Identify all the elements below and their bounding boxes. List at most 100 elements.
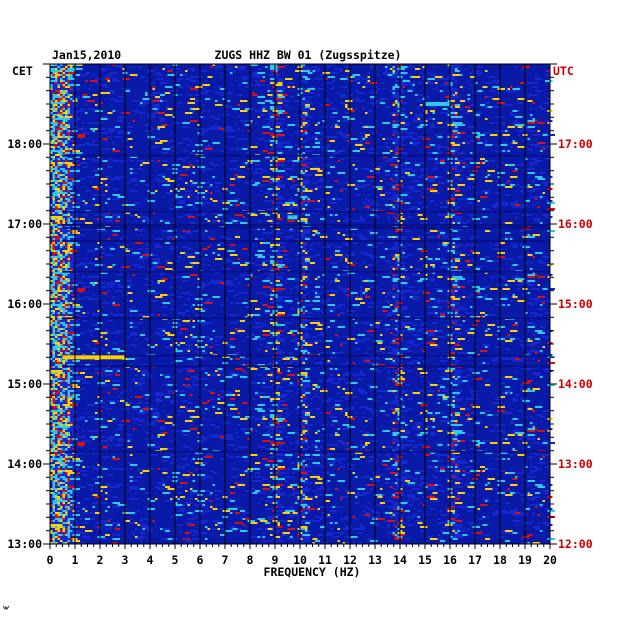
heatmap-cell	[435, 82, 438, 84]
heatmap-cell	[265, 192, 270, 194]
heatmap-cell	[487, 260, 495, 262]
heatmap-cell	[67, 74, 70, 76]
heatmap-cell	[210, 162, 213, 164]
heatmap-cell	[277, 132, 280, 134]
heatmap-cell	[100, 248, 103, 250]
heatmap-cell	[130, 310, 138, 312]
heatmap-cell	[160, 274, 165, 276]
heatmap-cell	[317, 180, 325, 182]
heatmap-cell	[422, 110, 425, 112]
heatmap-cell	[427, 306, 435, 308]
heatmap-cell	[60, 150, 63, 152]
heatmap-cell	[512, 124, 515, 126]
heatmap-cell	[130, 214, 135, 216]
heatmap-cell	[385, 106, 390, 108]
heatmap-cell	[130, 322, 133, 324]
heatmap-cell	[320, 104, 323, 106]
heatmap-cell	[345, 104, 348, 106]
heatmap-cell	[415, 316, 420, 318]
heatmap-cell	[177, 256, 183, 258]
heatmap-cell	[62, 158, 65, 160]
heatmap-cell	[135, 76, 138, 78]
heatmap-cell	[62, 124, 65, 126]
heatmap-cell	[50, 116, 53, 118]
heatmap-cell	[400, 130, 408, 132]
heatmap-cell	[412, 292, 418, 294]
heatmap-cell	[430, 264, 435, 266]
heatmap-cell	[52, 136, 55, 138]
heatmap-cell	[430, 74, 438, 76]
heatmap-cell	[465, 266, 470, 268]
heatmap-cell	[275, 218, 278, 220]
heatmap-cell	[145, 80, 148, 82]
heatmap-cell	[487, 324, 495, 326]
heatmap-cell	[275, 194, 278, 196]
heatmap-cell	[72, 294, 75, 296]
heatmap-cell	[305, 68, 313, 70]
heatmap-cell	[225, 68, 233, 70]
heatmap-cell	[457, 184, 465, 186]
heatmap-cell	[400, 284, 408, 286]
heatmap-cell	[427, 118, 433, 120]
heatmap-cell	[245, 218, 248, 220]
heatmap-cell	[200, 336, 208, 338]
heatmap-cell	[370, 92, 378, 94]
heatmap-cell	[57, 154, 60, 156]
heatmap-cell	[107, 284, 115, 286]
heatmap-cell	[450, 228, 453, 230]
heatmap-cell	[450, 144, 453, 146]
heatmap-cell	[70, 198, 73, 200]
heatmap-cell	[370, 132, 378, 134]
heatmap-cell	[452, 132, 458, 134]
heatmap-cell	[220, 94, 225, 96]
heatmap-cell	[395, 274, 398, 276]
heatmap-cell	[222, 186, 225, 188]
heatmap-cell	[285, 78, 293, 80]
heatmap-cell	[392, 204, 400, 206]
heatmap-cell	[112, 296, 115, 298]
heatmap-cell	[487, 106, 495, 108]
heatmap-cell	[267, 90, 270, 92]
heatmap-cell	[80, 162, 88, 164]
heatmap-cell	[85, 104, 88, 106]
heatmap-cell	[190, 80, 198, 82]
heatmap-cell	[302, 280, 308, 282]
heatmap-cell	[170, 286, 173, 288]
heatmap-cell	[547, 102, 550, 104]
heatmap-cell	[67, 126, 70, 128]
heatmap-cell	[297, 290, 300, 292]
heatmap-cell	[105, 184, 108, 186]
heatmap-cell	[60, 74, 63, 76]
heatmap-cell	[67, 158, 73, 160]
heatmap-cell	[305, 256, 313, 258]
heatmap-cell	[400, 128, 408, 130]
heatmap-cell	[265, 140, 273, 142]
heatmap-cell	[262, 242, 270, 244]
heatmap-cell	[127, 292, 133, 294]
heatmap-cell	[62, 180, 65, 182]
heatmap-cell	[342, 90, 345, 92]
heatmap-cell	[107, 340, 110, 342]
heatmap-cell	[277, 216, 280, 218]
heatmap-cell	[300, 322, 305, 324]
heatmap-cell	[215, 258, 223, 260]
heatmap-cell	[222, 268, 230, 270]
heatmap-cell	[460, 278, 465, 280]
heatmap-cell	[487, 170, 495, 172]
heatmap-cell	[455, 170, 458, 172]
heatmap-cell	[162, 330, 165, 332]
heatmap-cell	[297, 274, 300, 276]
heatmap-cell	[167, 74, 175, 76]
heatmap-cell	[270, 302, 275, 304]
heatmap-cell	[57, 338, 60, 340]
heatmap-cell	[67, 242, 70, 244]
heatmap-cell	[192, 230, 200, 232]
heatmap-cell	[247, 284, 250, 286]
heatmap-cell	[225, 260, 233, 262]
heatmap-cell	[387, 148, 390, 150]
heatmap-cell	[315, 132, 320, 134]
heatmap-cell	[467, 202, 473, 204]
heatmap-cell	[520, 190, 525, 192]
heatmap-cell	[445, 216, 453, 218]
heatmap-cell	[442, 78, 450, 80]
